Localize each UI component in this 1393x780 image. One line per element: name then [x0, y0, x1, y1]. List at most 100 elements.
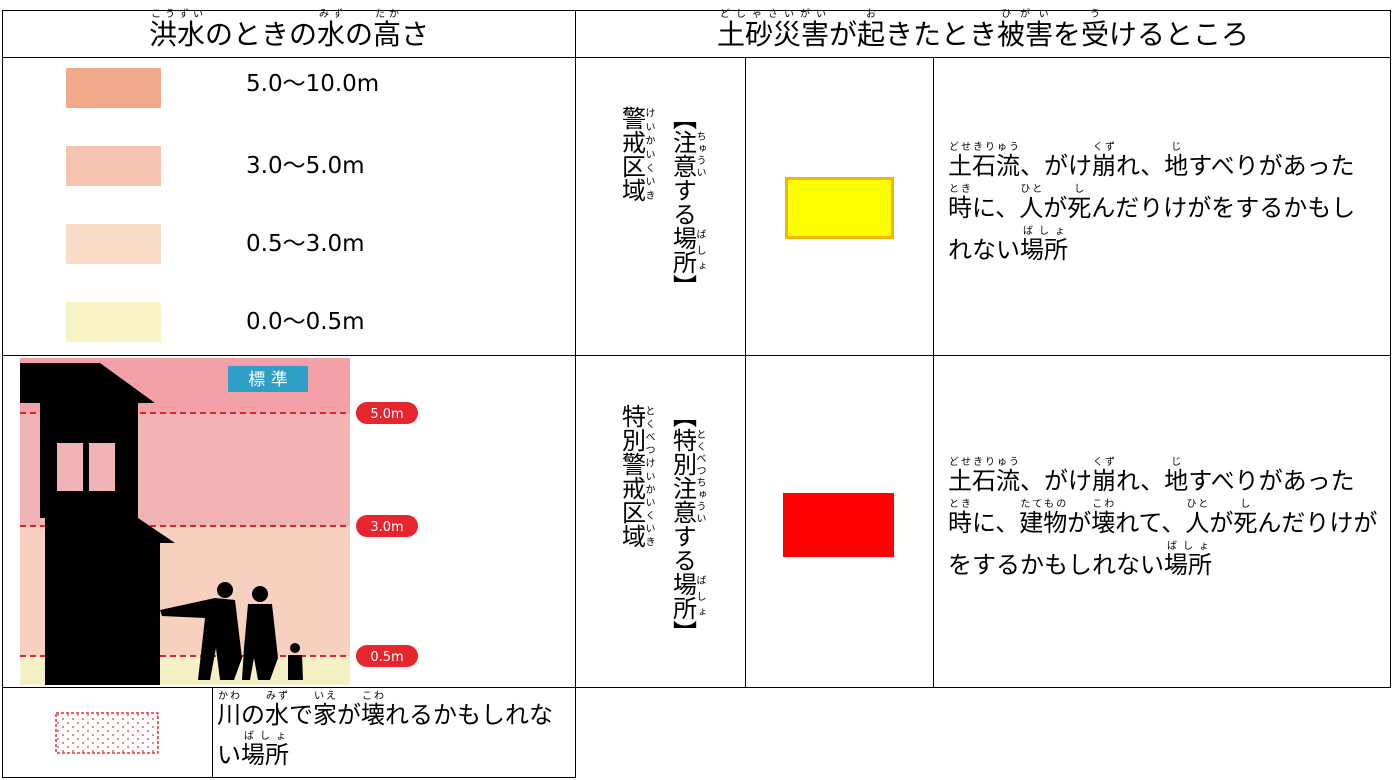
base-text: 洪水 [148, 18, 205, 51]
ruby-word: 死し [1233, 500, 1257, 538]
base-text: 時 [948, 194, 972, 222]
base-text: 時 [948, 509, 972, 537]
base-text: 壊 [1091, 509, 1116, 537]
text: が [337, 700, 361, 729]
base-text: 土砂災害 [716, 18, 829, 51]
text: れて、 [1115, 509, 1186, 537]
furigana: ばしょ [1164, 541, 1212, 552]
furigana: みず [265, 690, 289, 702]
text: れ、 [1116, 152, 1165, 180]
furigana: ばしょ [694, 226, 705, 274]
base-text: 川 [217, 700, 241, 729]
zone-swatch [785, 177, 894, 239]
level-pill [356, 402, 418, 424]
legend-swatch [66, 146, 161, 186]
base-text: 死 [1067, 194, 1092, 222]
furigana: みず [316, 9, 345, 20]
base-text: 場所 [1020, 236, 1068, 264]
zone-label-cell: 【特別とくべつ注意ちゅういする場所ばしょ】 特別警戒区域とくべつけいかいくいき [575, 355, 746, 688]
base-text: 場所 [668, 226, 697, 274]
base-text: 高 [373, 18, 402, 51]
furigana: どせきりゅう [948, 457, 1020, 468]
text: んだりけがをするかもしれない [948, 194, 1356, 264]
badge-label: 標 準 [248, 370, 287, 390]
description-cell: 土石流どせきりゅう、がけ崩くずれ、地じすべりがあった時ときに、建物たてものが壊こ… [933, 355, 1391, 688]
ruby-word: 場所ばしょ [1164, 542, 1212, 580]
base-text: 崩 [1092, 467, 1116, 495]
level-pill [356, 515, 418, 537]
ruby-word: 被害ひがい [997, 9, 1053, 55]
text: 、がけ [1020, 467, 1092, 495]
base-text: 起 [856, 18, 885, 51]
text: が [1209, 509, 1234, 537]
ruby-word: 場所ばしょ [1020, 227, 1068, 265]
text: が [828, 18, 857, 51]
legend-label: 5.0～10.0m [246, 71, 380, 97]
text: けるところ [1109, 18, 1250, 51]
base-text: 土石流 [948, 467, 1020, 495]
ruby-word: 壊こわ [361, 691, 385, 729]
ruby-word: 土砂災害どしゃさいがい [717, 9, 829, 55]
base-text: 被害 [997, 18, 1054, 51]
ruby-word: 洪水こうずい [149, 9, 205, 55]
base-text: 特別警戒区域 [617, 404, 646, 548]
base-text: 壊 [361, 700, 385, 729]
furigana: う [1081, 9, 1110, 20]
text: を [1053, 18, 1082, 51]
ruby-word: 崩くず [1092, 143, 1116, 181]
furigana: こわ [361, 690, 385, 702]
text: すべりがあった [1188, 467, 1355, 495]
legend-cell: 5.0～10.0m 3.0～5.0m 0.5～3.0m 0.0～0.5m [2, 57, 576, 356]
level-label: 3.0m [370, 520, 403, 535]
base-text: 人 [1019, 194, 1044, 222]
text: の [345, 18, 374, 51]
base-text: 人 [1185, 509, 1210, 537]
furigana: けいかいくいき [643, 106, 654, 202]
furigana: ばしょ [694, 572, 705, 620]
base-text: 水 [316, 18, 345, 51]
furigana: し [1233, 499, 1258, 510]
color-cell [745, 57, 934, 356]
text: 【 [668, 106, 697, 130]
text: 】 [668, 620, 697, 644]
text: に、 [972, 194, 1020, 222]
ruby-word: 水みず [317, 9, 345, 55]
text: さ [401, 18, 430, 51]
level-label: 5.0m [370, 407, 403, 422]
furigana: ちゅうい [694, 130, 705, 178]
furigana: こわ [1091, 499, 1116, 510]
ruby-word: 壊こわ [1091, 500, 1116, 538]
furigana: くず [1092, 457, 1116, 468]
ruby-word: 建物たてもの [1019, 500, 1068, 538]
furigana: じ [1164, 142, 1189, 153]
window [57, 443, 83, 491]
badge [228, 366, 308, 392]
ruby-word: 時とき [948, 500, 972, 538]
river-description-cell: 川かわの水みずで家いえが壊こわれるかもしれない場所ばしょ [212, 687, 576, 778]
base-text: 土石流 [948, 152, 1020, 180]
base-text: 地 [1164, 152, 1189, 180]
ruby-word: 地じ [1164, 458, 1188, 496]
description-cell: 土石流どせきりゅう、がけ崩くずれ、地じすべりがあった時ときに、人ひとが死しんだり… [933, 57, 1391, 356]
zone-label: 【特別とくべつ注意ちゅういする場所ばしょ】 [668, 404, 706, 644]
base-text: 建物 [1019, 509, 1068, 537]
zone-swatch [783, 493, 894, 557]
ruby-word: 警戒区域けいかいくいき [618, 106, 655, 202]
zone-name: 特別警戒区域とくべつけいかいくいき [617, 404, 655, 548]
base-text: 場所 [241, 740, 289, 769]
furigana: とくべつけいかいくいき [643, 404, 654, 548]
furigana: かわ [217, 690, 241, 702]
river-swatch-cell [2, 687, 213, 778]
ruby-word: 特別とくべつ [669, 428, 706, 476]
furigana: ひと [1185, 499, 1210, 510]
text: 】 [668, 274, 697, 298]
text: に、 [972, 509, 1020, 537]
furigana: ひと [1019, 184, 1044, 195]
base-text: 注意 [668, 476, 697, 524]
ruby-word: 高たか [373, 9, 401, 55]
legend-label: 3.0～5.0m [246, 153, 365, 179]
text: のとき [204, 18, 289, 51]
ruby-word: 注意ちゅうい [668, 476, 706, 524]
base-text: 注意 [668, 130, 697, 178]
